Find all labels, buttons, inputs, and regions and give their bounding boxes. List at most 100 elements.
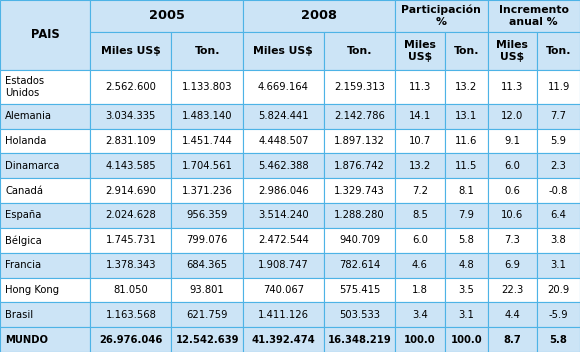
Bar <box>324 327 395 352</box>
Bar <box>172 277 243 302</box>
Text: Ton.: Ton. <box>454 46 479 56</box>
Bar <box>90 178 172 203</box>
Bar <box>488 128 537 153</box>
Text: 11.3: 11.3 <box>501 82 524 92</box>
Text: MUNDO: MUNDO <box>5 335 48 345</box>
Text: 2.986.046: 2.986.046 <box>258 186 309 196</box>
Bar <box>0 128 90 153</box>
Text: 1.288.280: 1.288.280 <box>334 210 385 220</box>
Text: 5.8: 5.8 <box>458 235 474 245</box>
Bar <box>243 277 324 302</box>
Bar <box>0 153 90 178</box>
Text: 503.533: 503.533 <box>339 310 380 320</box>
Bar <box>90 104 172 128</box>
Text: 575.415: 575.415 <box>339 285 380 295</box>
Bar <box>172 203 243 228</box>
Text: 10.7: 10.7 <box>409 136 431 146</box>
Bar <box>90 327 172 352</box>
Text: 1.908.747: 1.908.747 <box>258 260 309 270</box>
Text: 621.759: 621.759 <box>186 310 228 320</box>
Text: Brasil: Brasil <box>5 310 33 320</box>
Text: 2.142.786: 2.142.786 <box>334 111 385 121</box>
Text: 2.159.313: 2.159.313 <box>334 82 385 92</box>
Text: Estados
Unidos: Estados Unidos <box>5 76 44 98</box>
Bar <box>537 277 580 302</box>
Bar <box>0 228 90 253</box>
Text: 3.1: 3.1 <box>458 310 474 320</box>
Bar <box>395 302 445 327</box>
Bar <box>445 277 488 302</box>
Text: 13.2: 13.2 <box>455 82 477 92</box>
Bar <box>172 153 243 178</box>
Bar <box>445 302 488 327</box>
Text: 7.2: 7.2 <box>412 186 428 196</box>
Bar <box>324 203 395 228</box>
Bar <box>488 70 537 104</box>
Bar <box>172 104 243 128</box>
Bar <box>488 32 537 70</box>
Text: 20.9: 20.9 <box>548 285 570 295</box>
Text: 4.143.585: 4.143.585 <box>106 161 156 171</box>
Text: 11.6: 11.6 <box>455 136 477 146</box>
Text: 3.1: 3.1 <box>550 260 567 270</box>
Bar <box>488 228 537 253</box>
Text: Bélgica: Bélgica <box>5 235 42 246</box>
Bar <box>445 327 488 352</box>
Bar <box>243 70 324 104</box>
Bar <box>324 70 395 104</box>
Text: 3.8: 3.8 <box>550 235 567 245</box>
Bar <box>243 104 324 128</box>
Text: Canadá: Canadá <box>5 186 43 196</box>
Text: 782.614: 782.614 <box>339 260 380 270</box>
Bar <box>324 178 395 203</box>
Text: PAIS: PAIS <box>31 29 60 42</box>
Text: 684.365: 684.365 <box>187 260 228 270</box>
Text: 14.1: 14.1 <box>409 111 431 121</box>
Text: Ton.: Ton. <box>194 46 220 56</box>
Bar <box>445 153 488 178</box>
Text: 9.1: 9.1 <box>505 136 520 146</box>
Text: 12.542.639: 12.542.639 <box>175 335 239 345</box>
Bar <box>395 153 445 178</box>
Bar <box>395 277 445 302</box>
Bar <box>488 327 537 352</box>
Text: 1.451.744: 1.451.744 <box>182 136 233 146</box>
Text: 5.824.441: 5.824.441 <box>258 111 309 121</box>
Text: 22.3: 22.3 <box>501 285 524 295</box>
Bar <box>90 228 172 253</box>
Text: 16.348.219: 16.348.219 <box>328 335 392 345</box>
Bar <box>537 128 580 153</box>
Bar <box>445 70 488 104</box>
Text: 1.378.343: 1.378.343 <box>106 260 156 270</box>
Bar <box>0 0 90 70</box>
Text: 1.163.568: 1.163.568 <box>106 310 157 320</box>
Text: Alemania: Alemania <box>5 111 52 121</box>
Text: 8.1: 8.1 <box>458 186 474 196</box>
Bar <box>395 228 445 253</box>
Text: 41.392.474: 41.392.474 <box>252 335 315 345</box>
Bar <box>537 32 580 70</box>
Text: Miles US$: Miles US$ <box>253 46 313 56</box>
Bar <box>324 277 395 302</box>
Bar <box>172 32 243 70</box>
Bar <box>324 302 395 327</box>
Text: 740.067: 740.067 <box>263 285 304 295</box>
Text: Miles US$: Miles US$ <box>101 46 161 56</box>
Text: 1.745.731: 1.745.731 <box>106 235 157 245</box>
Bar <box>243 302 324 327</box>
Text: 6.4: 6.4 <box>550 210 567 220</box>
Text: Holanda: Holanda <box>5 136 46 146</box>
Text: Francia: Francia <box>5 260 41 270</box>
Bar <box>90 0 243 32</box>
Bar <box>488 302 537 327</box>
Bar <box>90 253 172 277</box>
Text: 3.514.240: 3.514.240 <box>258 210 309 220</box>
Bar <box>172 70 243 104</box>
Text: 4.8: 4.8 <box>458 260 474 270</box>
Text: 100.0: 100.0 <box>404 335 436 345</box>
Text: 3.5: 3.5 <box>458 285 474 295</box>
Bar <box>395 32 445 70</box>
Text: 799.076: 799.076 <box>186 235 228 245</box>
Bar <box>488 203 537 228</box>
Text: 93.801: 93.801 <box>190 285 224 295</box>
